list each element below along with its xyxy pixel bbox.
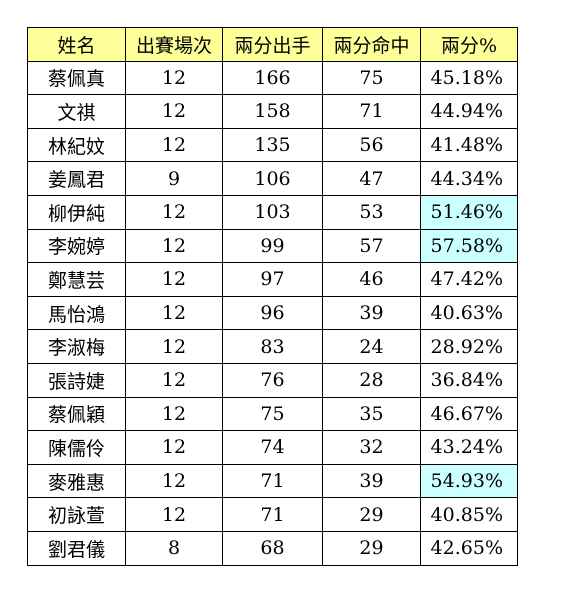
cell-pct: 36.84% [420,362,518,398]
header-name: 姓名 [27,27,126,62]
cell-attempts: 96 [222,295,323,331]
cell-games: 12 [125,127,223,163]
cell-made: 47 [322,161,421,196]
cell-name: 林紀妏 [27,127,126,163]
cell-games: 12 [125,329,223,364]
cell-made: 56 [322,127,421,163]
cell-attempts: 75 [222,396,323,432]
cell-pct: 44.94% [420,94,518,129]
cell-made: 32 [322,430,421,465]
cell-name: 文祺 [27,94,126,129]
cell-games: 12 [125,194,223,230]
cell-games: 8 [125,530,223,566]
cell-attempts: 158 [222,94,323,129]
cell-name: 初詠萱 [27,497,126,532]
table-row: 蔡佩真 12 166 75 45.18% [27,60,518,96]
cell-games: 12 [125,362,223,398]
table-row: 鄭慧芸 12 97 46 47.42% [27,262,518,297]
table-row: 李淑梅 12 83 24 28.92% [27,329,518,364]
table-row: 林紀妏 12 135 56 41.48% [27,127,518,163]
table-row: 馬怡鴻 12 96 39 40.63% [27,295,518,331]
cell-pct: 44.34% [420,161,518,196]
cell-made: 28 [322,362,421,398]
cell-attempts: 71 [222,497,323,532]
cell-attempts: 166 [222,60,323,96]
cell-name: 李淑梅 [27,329,126,364]
cell-pct: 41.48% [420,127,518,163]
cell-games: 12 [125,463,223,499]
cell-pct: 57.58% [420,228,518,264]
cell-made: 29 [322,497,421,532]
cell-made: 39 [322,295,421,331]
cell-games: 12 [125,228,223,264]
header-games: 出賽場次 [125,27,223,62]
cell-pct: 28.92% [420,329,518,364]
table-row: 張詩婕 12 76 28 36.84% [27,362,518,398]
cell-attempts: 71 [222,463,323,499]
cell-games: 12 [125,497,223,532]
cell-pct: 42.65% [420,530,518,566]
cell-name: 蔡佩真 [27,60,126,96]
table-row: 麥雅惠 12 71 39 54.93% [27,463,518,499]
cell-attempts: 135 [222,127,323,163]
cell-made: 57 [322,228,421,264]
stats-table: 姓名 出賽場次 兩分出手 兩分命中 兩分% 蔡佩真 12 166 75 45.18% 文祺… [27,27,518,566]
cell-attempts: 68 [222,530,323,566]
cell-name: 鄭慧芸 [27,262,126,297]
header-attempts: 兩分出手 [222,27,323,62]
table-row: 劉君儀 8 68 29 42.65% [27,530,518,566]
cell-pct: 47.42% [420,262,518,297]
table-row: 姜鳳君 9 106 47 44.34% [27,161,518,196]
cell-name: 姜鳳君 [27,161,126,196]
cell-attempts: 99 [222,228,323,264]
cell-made: 29 [322,530,421,566]
cell-made: 24 [322,329,421,364]
cell-attempts: 97 [222,262,323,297]
header-row: 姓名 出賽場次 兩分出手 兩分命中 兩分% [27,27,518,62]
cell-name: 劉君儀 [27,530,126,566]
cell-pct: 54.93% [420,463,518,499]
header-pct: 兩分% [420,27,518,62]
cell-made: 46 [322,262,421,297]
cell-games: 12 [125,60,223,96]
cell-attempts: 103 [222,194,323,230]
table-header: 姓名 出賽場次 兩分出手 兩分命中 兩分% [27,27,518,62]
cell-name: 張詩婕 [27,362,126,398]
cell-attempts: 106 [222,161,323,196]
cell-games: 12 [125,262,223,297]
table-row: 柳伊純 12 103 53 51.46% [27,194,518,230]
cell-games: 9 [125,161,223,196]
cell-attempts: 83 [222,329,323,364]
cell-games: 12 [125,430,223,465]
cell-pct: 43.24% [420,430,518,465]
cell-name: 陳儒伶 [27,430,126,465]
cell-pct: 40.85% [420,497,518,532]
cell-name: 柳伊純 [27,194,126,230]
cell-name: 李婉婷 [27,228,126,264]
cell-made: 35 [322,396,421,432]
cell-pct: 46.67% [420,396,518,432]
table-row: 文祺 12 158 71 44.94% [27,94,518,129]
cell-made: 39 [322,463,421,499]
cell-name: 馬怡鴻 [27,295,126,331]
cell-attempts: 76 [222,362,323,398]
cell-made: 53 [322,194,421,230]
cell-pct: 51.46% [420,194,518,230]
cell-name: 蔡佩穎 [27,396,126,432]
cell-games: 12 [125,396,223,432]
table-row: 陳儒伶 12 74 32 43.24% [27,430,518,465]
cell-games: 12 [125,295,223,331]
header-made: 兩分命中 [322,27,421,62]
cell-name: 麥雅惠 [27,463,126,499]
cell-made: 71 [322,94,421,129]
table-row: 蔡佩穎 12 75 35 46.67% [27,396,518,432]
cell-pct: 40.63% [420,295,518,331]
cell-attempts: 74 [222,430,323,465]
table-body: 蔡佩真 12 166 75 45.18% 文祺 12 158 71 44.94% 林紀妏 12 135 5… [27,60,518,566]
table-row: 初詠萱 12 71 29 40.85% [27,497,518,532]
cell-pct: 45.18% [420,60,518,96]
cell-made: 75 [322,60,421,96]
table-row: 李婉婷 12 99 57 57.58% [27,228,518,264]
cell-games: 12 [125,94,223,129]
